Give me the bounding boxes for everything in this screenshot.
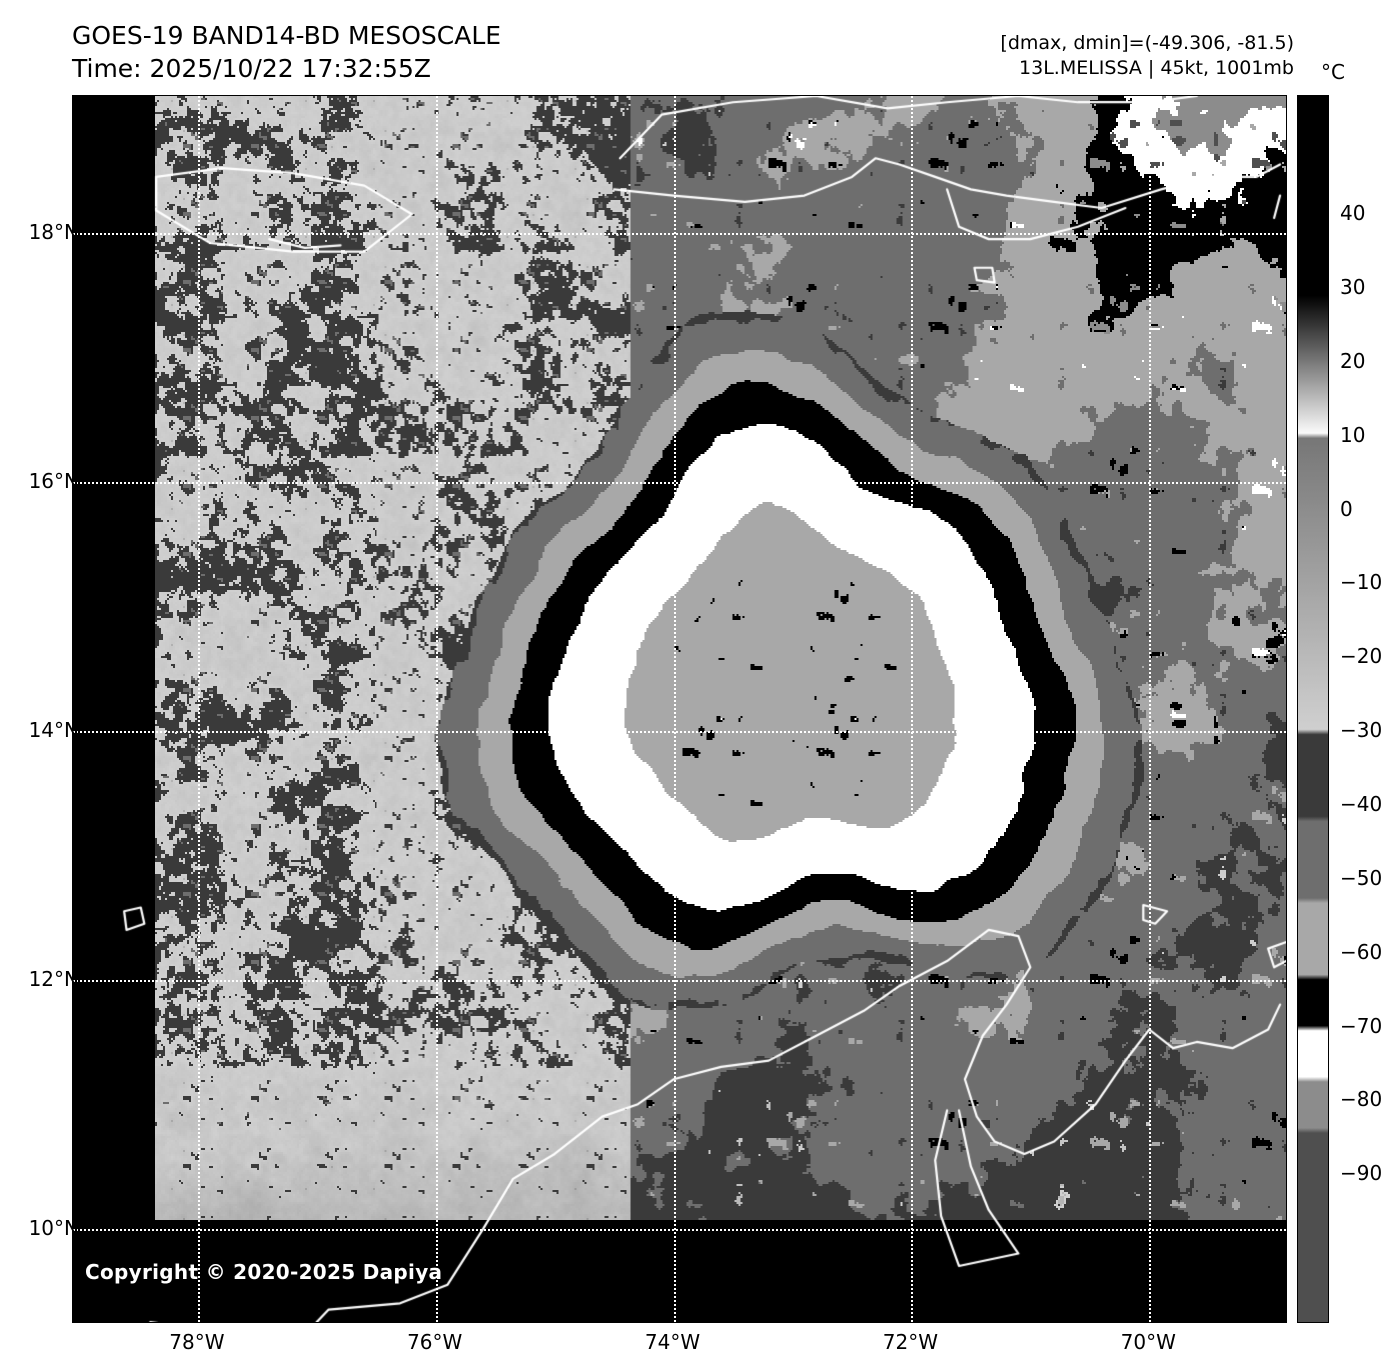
colorbar-tick-label: −80: [1340, 1087, 1383, 1112]
colorbar-gradient: [1298, 96, 1328, 1322]
colorbar-tick-label: −90: [1340, 1161, 1383, 1186]
lat-tick-label: 12°N: [28, 966, 79, 991]
lon-tick-label: 72°W: [882, 1330, 939, 1354]
coastline-overlay: [73, 96, 1286, 1322]
lon-tick-label: 78°W: [169, 1330, 225, 1354]
lon-tick-label: 74°W: [644, 1330, 701, 1354]
lat-tick-label: 16°N: [28, 468, 79, 493]
colorbar-tick-label: 30: [1340, 275, 1366, 300]
lon-tick-label: 70°W: [1120, 1330, 1176, 1354]
lat-tick-label: 10°N: [28, 1215, 79, 1240]
colorbar-tick-label: 20: [1340, 348, 1366, 373]
colorbar[interactable]: [1297, 95, 1329, 1323]
colorbar-tick-label: −40: [1340, 792, 1383, 816]
colorbar-tick-label: 0: [1340, 496, 1353, 521]
colorbar-tick-label: −60: [1340, 939, 1383, 964]
lat-tick-label: 14°N: [28, 717, 79, 742]
colorbar-tick-label: 40: [1340, 201, 1366, 226]
timestamp-line: Time: 2025/10/22 17:32:55Z: [72, 53, 431, 83]
copyright-notice: Copyright © 2020-2025 Dapiya: [85, 1260, 443, 1284]
colorbar-tick-label: 10: [1340, 422, 1366, 447]
title-block: GOES-19 BAND14-BD MESOSCALE Time: 2025/1…: [72, 20, 501, 85]
metadata-block: [dmax, dmin]=(-49.306, -81.5) 13L.MELISS…: [1000, 31, 1294, 81]
colorbar-unit-label: °C: [1321, 60, 1345, 84]
satellite-image-plot[interactable]: Copyright © 2020-2025 Dapiya: [72, 95, 1287, 1323]
plot-inner: [73, 96, 1286, 1322]
colorbar-tick-label: −30: [1340, 718, 1383, 743]
page-title: GOES-19 BAND14-BD MESOSCALE: [72, 21, 502, 50]
colorbar-tick-label: −10: [1340, 570, 1383, 595]
lat-tick-label: 18°N: [28, 219, 79, 244]
dminmax-label: [dmax, dmin]=(-49.306, -81.5): [1000, 32, 1294, 54]
colorbar-tick-label: −20: [1340, 644, 1383, 669]
colorbar-tick-label: −70: [1340, 1013, 1383, 1038]
colorbar-tick-label: −50: [1340, 865, 1383, 890]
lon-tick-label: 76°W: [407, 1330, 463, 1354]
storm-info-label: 13L.MELISSA | 45kt, 1001mb: [1019, 57, 1294, 80]
